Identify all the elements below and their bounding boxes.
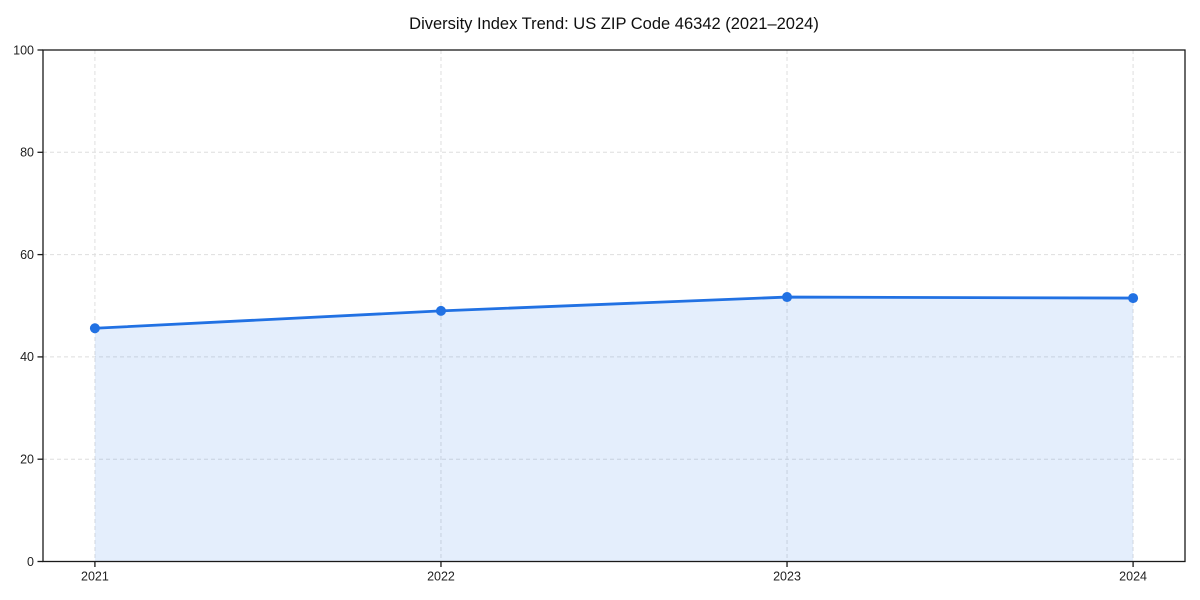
x-tick-label: 2022 [427,570,455,584]
y-tick-label: 60 [20,248,34,262]
plot-border [42,49,1186,563]
x-tick-label: 2024 [1119,570,1147,584]
data-point-2024 [1128,293,1139,304]
area-fill [94,297,1134,562]
data-point-2023 [782,292,793,303]
y-tick-label: 0 [27,555,34,569]
x-tick-label: 2023 [773,570,801,584]
y-tick-label: 20 [20,453,34,467]
data-point-2021 [89,323,100,334]
chart-title: Diversity Index Trend: US ZIP Code 46342… [409,15,819,33]
y-tick-label: 100 [13,43,34,57]
trend-line [93,295,1135,330]
y-tick-label: 80 [20,146,34,160]
y-tick-label: 40 [20,350,34,364]
x-tick-label: 2021 [81,570,109,584]
data-point-2022 [435,305,446,316]
